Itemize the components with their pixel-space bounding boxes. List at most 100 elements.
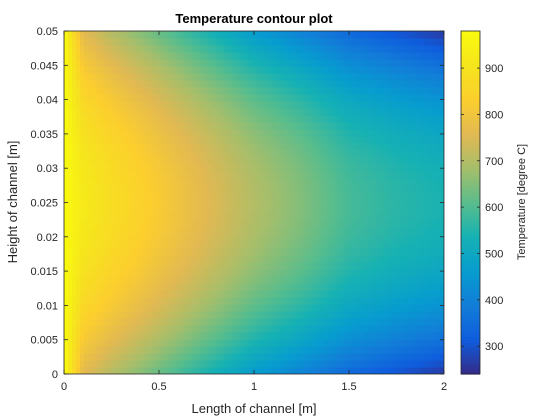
contour-cell	[336, 66, 341, 74]
contour-cell	[148, 178, 153, 186]
contour-cell	[412, 157, 417, 165]
contour-cell	[404, 94, 409, 102]
contour-cell	[364, 129, 369, 137]
contour-cell	[72, 45, 77, 53]
contour-cell	[300, 52, 305, 60]
contour-cell	[388, 122, 393, 130]
contour-cell	[116, 115, 121, 123]
contour-cell	[248, 269, 253, 277]
contour-cell	[136, 66, 141, 74]
contour-cell	[420, 143, 425, 151]
contour-cell	[188, 178, 193, 186]
contour-cell	[396, 206, 401, 214]
contour-cell	[188, 101, 193, 109]
contour-cell	[384, 367, 389, 374]
contour-cell	[80, 332, 85, 340]
contour-cell	[244, 290, 249, 298]
contour-cell	[136, 276, 141, 284]
contour-cell	[384, 136, 389, 144]
contour-cell	[424, 136, 429, 144]
contour-cell	[76, 31, 81, 39]
contour-cell	[92, 318, 97, 326]
contour-cell	[148, 339, 153, 347]
contour-cell	[144, 339, 149, 347]
contour-cell	[324, 115, 329, 123]
contour-cell	[184, 213, 189, 221]
contour-cell	[304, 353, 309, 361]
contour-cell	[168, 115, 173, 123]
contour-cell	[428, 164, 433, 172]
contour-cell	[248, 311, 253, 319]
colorbar-strip	[461, 308, 480, 312]
contour-cell	[276, 80, 281, 88]
contour-cell	[124, 367, 129, 374]
contour-cell	[144, 136, 149, 144]
contour-cell	[196, 185, 201, 193]
contour-cell	[116, 87, 121, 95]
contour-cell	[400, 101, 405, 109]
contour-cell	[120, 122, 125, 130]
contour-cell	[64, 227, 69, 235]
contour-cell	[172, 248, 177, 256]
contour-cell	[324, 185, 329, 193]
contour-cell	[272, 206, 277, 214]
contour-cell	[72, 178, 77, 186]
contour-cell	[168, 227, 173, 235]
contour-cell	[356, 213, 361, 221]
contour-cell	[272, 59, 277, 67]
contour-cell	[332, 87, 337, 95]
contour-cell	[392, 45, 397, 53]
contour-cell	[268, 304, 273, 312]
contour-cell	[316, 318, 321, 326]
contour-cell	[176, 353, 181, 361]
contour-cell	[252, 129, 257, 137]
contour-cell	[196, 367, 201, 374]
contour-cell	[220, 346, 225, 354]
contour-cell	[128, 157, 133, 165]
contour-cell	[360, 269, 365, 277]
contour-cell	[428, 122, 433, 130]
contour-cell	[272, 199, 277, 207]
contour-cell	[120, 241, 125, 249]
contour-cell	[224, 234, 229, 242]
contour-cell	[388, 255, 393, 263]
contour-cell	[224, 255, 229, 263]
contour-cell	[440, 129, 444, 137]
contour-cell	[84, 80, 89, 88]
contour-cell	[404, 164, 409, 172]
contour-cell	[404, 66, 409, 74]
contour-cell	[132, 255, 137, 263]
contour-cell	[144, 94, 149, 102]
contour-cell	[312, 185, 317, 193]
contour-cell	[316, 353, 321, 361]
contour-cell	[228, 38, 233, 46]
contour-cell	[244, 325, 249, 333]
contour-cell	[316, 108, 321, 116]
contour-cell	[348, 262, 353, 270]
contour-cell	[208, 122, 213, 130]
contour-cell	[188, 339, 193, 347]
contour-cell	[168, 332, 173, 340]
contour-cell	[112, 234, 117, 242]
contour-cell	[324, 276, 329, 284]
contour-cell	[200, 311, 205, 319]
contour-cell	[80, 31, 85, 39]
contour-cell	[316, 80, 321, 88]
contour-cell	[392, 199, 397, 207]
contour-cell	[140, 45, 145, 53]
contour-cell	[256, 262, 261, 270]
contour-cell	[340, 52, 345, 60]
colorbar-strip	[461, 82, 480, 86]
contour-cell	[76, 325, 81, 333]
contour-cell	[404, 38, 409, 46]
contour-cell	[356, 318, 361, 326]
contour-cell	[324, 297, 329, 305]
contour-cell	[360, 332, 365, 340]
contour-cell	[92, 276, 97, 284]
contour-cell	[148, 353, 153, 361]
contour-cell	[160, 31, 165, 39]
contour-cell	[288, 178, 293, 186]
contour-cell	[148, 108, 153, 116]
contour-cell	[108, 129, 113, 137]
contour-cell	[76, 283, 81, 291]
